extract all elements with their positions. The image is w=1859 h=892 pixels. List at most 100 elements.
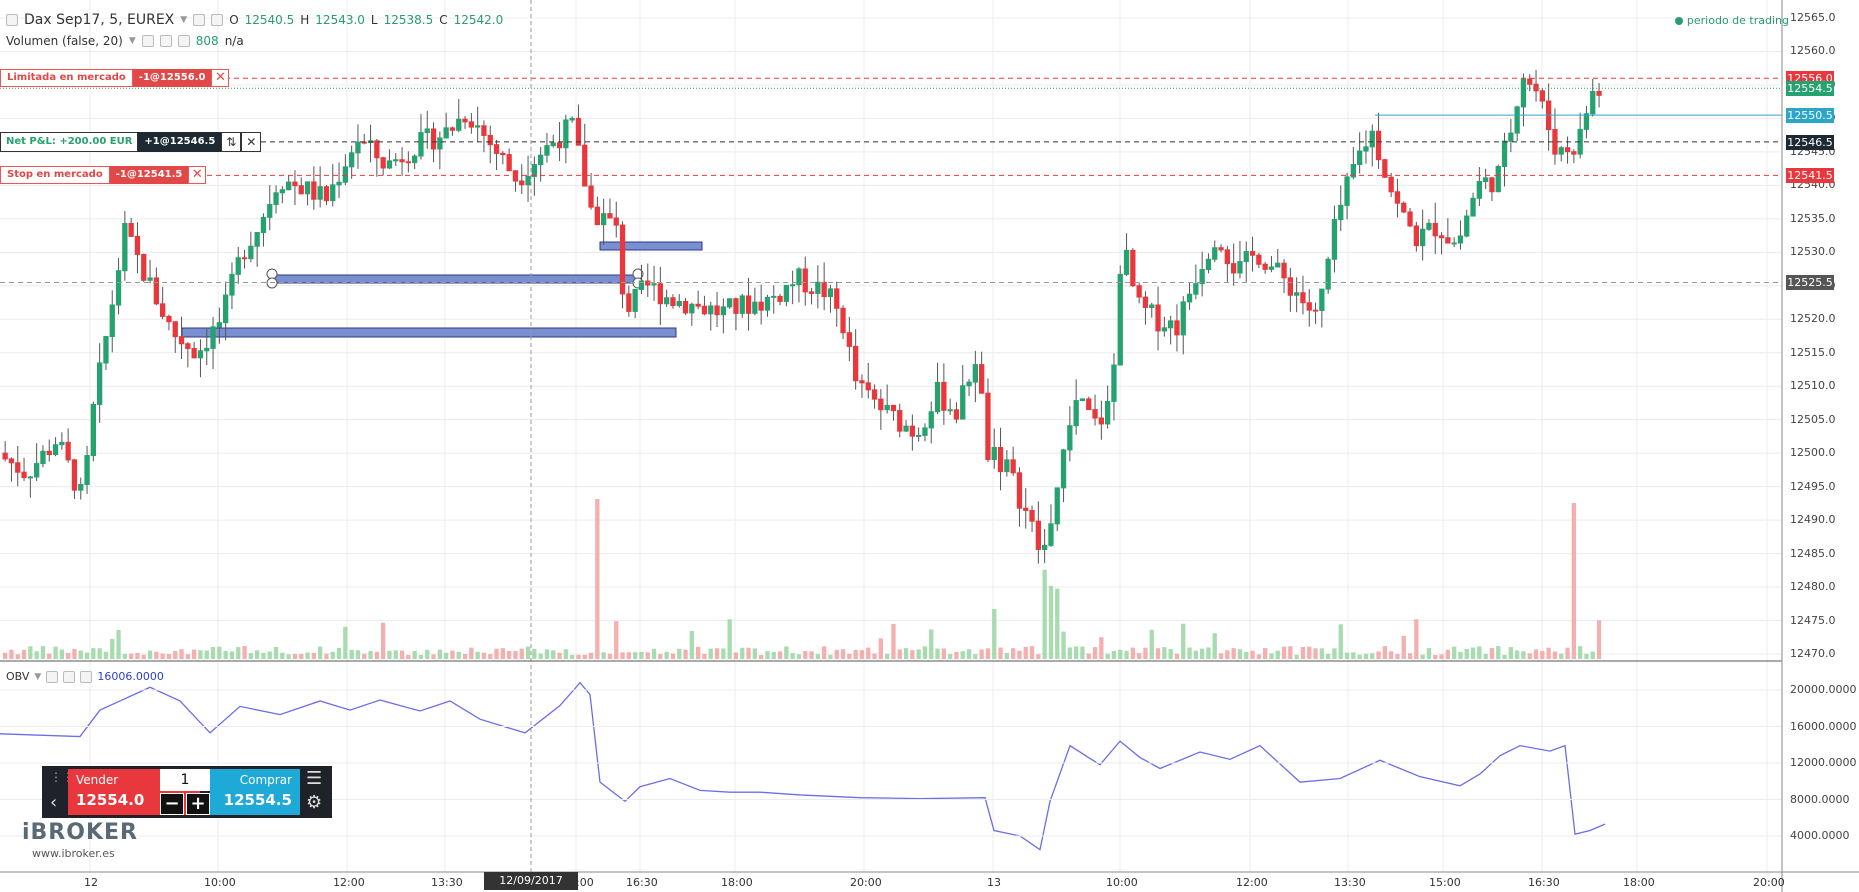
stop-order-line-label[interactable]: Stop en mercado -1@12541.5 ✕ [0,166,207,184]
stop-order-qty[interactable]: -1@12541.5 [109,166,189,184]
volume-bar [658,653,663,659]
volume-bar [790,653,795,659]
hide-icon[interactable] [211,14,224,26]
candle-up [1357,150,1363,165]
brand-url[interactable]: www.ibroker.es [32,847,115,860]
candle-down [2,452,8,460]
candle-up [884,404,890,411]
gear-icon[interactable]: ⚙ [306,792,323,813]
volume-bar [759,654,764,659]
candle-up [52,444,59,456]
close-icon[interactable]: ✕ [188,166,207,184]
volume-bar [72,648,77,659]
price-label-badge: 12525.5 [1786,275,1834,291]
candle-up [78,483,84,491]
settings-icon[interactable] [193,14,206,26]
candle-up [916,434,922,437]
quantity-input[interactable]: 1 [160,769,210,791]
volume-bar [1584,653,1589,659]
volume-indicator-label[interactable]: Volumen (false, 20) [6,34,123,48]
increase-qty-button[interactable]: + [186,793,210,815]
symbol-title[interactable]: Dax Sep17, 5, EUREX [24,12,175,28]
candle-up [336,181,342,186]
collapse-icon[interactable] [6,14,18,26]
candle-up [550,142,556,147]
volume-bar [1011,648,1016,659]
settings-icon[interactable] [63,670,76,683]
volume-bar [59,649,64,659]
close-icon[interactable]: ✕ [241,132,262,152]
stop-order-label[interactable]: Stop en mercado [0,166,110,184]
candle-down [607,213,613,219]
volume-bar [1445,649,1450,659]
buy-button[interactable]: Comprar 12554.5 [210,769,300,815]
candle-down [493,144,500,154]
settings-icon[interactable] [159,35,172,47]
chevron-down-icon[interactable]: ▼ [34,671,42,682]
volume-bar [1130,647,1135,659]
chevron-down-icon[interactable]: ▼ [128,36,136,46]
volume-bar [1155,648,1161,659]
eye-icon[interactable] [141,35,154,47]
volume-bar [1275,650,1280,659]
limit-order-label[interactable]: Limitada en mercado [0,69,133,87]
volume-bar [1540,651,1545,659]
candle-up [1243,251,1249,263]
candle-down [178,336,185,345]
close-icon[interactable]: ✕ [211,69,230,87]
limit-order-qty[interactable]: -1@12556.0 [132,69,212,87]
candle-up [90,403,96,457]
chevron-down-icon[interactable]: ▼ [180,15,188,25]
buy-label: Comprar [239,773,292,787]
volume-bar [840,649,846,659]
position-line-label[interactable]: Net P&L: +200.00 EUR +1@12546.5 ⇅ ✕ [0,132,262,152]
candle-down [1023,507,1029,511]
candle-up [1294,292,1300,296]
candle-up [1590,90,1596,115]
candle-down [1231,263,1237,274]
candle-up [1338,204,1344,221]
decrease-qty-button[interactable]: − [160,793,184,815]
volume-bar [292,654,298,659]
volume-bar [1496,646,1501,659]
volume-bar [110,638,115,659]
close-icon[interactable] [80,670,93,683]
candle-down [1382,159,1388,178]
volume-value: 808 [195,34,219,48]
close-icon[interactable] [177,35,190,47]
volume-bar [872,653,877,659]
volume-bar [948,654,953,659]
reverse-icon[interactable]: ⇅ [221,132,242,152]
limit-order-line-label[interactable]: Limitada en mercado -1@12556.0 ✕ [0,69,230,87]
volume-bar [1281,646,1287,659]
volume-bar [1061,631,1066,659]
position-qty[interactable]: +1@12546.5 [138,132,222,152]
trade-panel: ⋮⋮ ‹ Vender 12554.0 1 − + Comprar 12554.… [42,766,332,818]
candle-up [783,284,790,302]
candle-up [934,381,941,413]
volume-bar [1477,646,1482,659]
menu-icon[interactable]: ☰ [306,768,323,789]
candle-up [947,409,953,412]
volume-bar [362,653,367,659]
candle-down [670,297,676,307]
rectangle-drawing [599,241,703,251]
candle-up [279,189,286,194]
candle-down [802,268,808,293]
obv-label[interactable]: OBV [6,670,30,683]
candle-up [355,141,361,154]
candle-up [475,125,481,128]
volume-bar [815,654,820,659]
collapse-left-icon[interactable]: ‹ [50,792,58,813]
volume-bar [267,651,272,659]
volume-bar [456,651,461,659]
candle-down [588,185,594,208]
price-axis-tick: 12505.0 [1790,412,1836,426]
candle-up [1054,487,1060,525]
eye-icon[interactable] [46,670,59,683]
volume-bar [1433,654,1438,659]
volume-bar [910,650,915,659]
volume-bar [47,653,52,659]
